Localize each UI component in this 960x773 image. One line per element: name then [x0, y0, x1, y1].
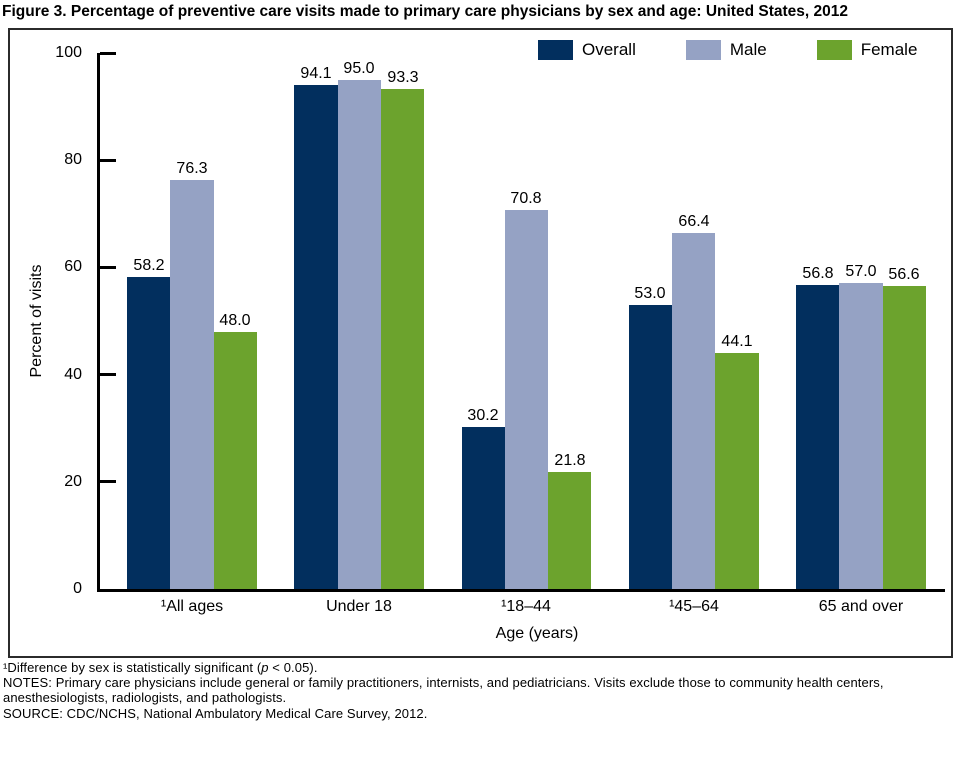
footnote-significance-prefix: ¹Difference by sex is statistically sign… — [3, 660, 262, 675]
footnote-significance: ¹Difference by sex is statistically sign… — [3, 660, 955, 675]
bar-male — [505, 210, 548, 589]
y-tick — [100, 265, 116, 269]
bar-male — [338, 80, 381, 589]
category-label: Under 18 — [326, 598, 392, 615]
bar-female — [214, 332, 257, 589]
bar-value-label: 56.8 — [802, 265, 834, 282]
legend-swatch-female — [816, 40, 852, 60]
bar-value-label: 94.1 — [300, 65, 332, 82]
bar-value-label: 44.1 — [721, 333, 753, 350]
footnote-significance-p: p — [261, 660, 269, 675]
legend-swatch-overall — [538, 40, 573, 60]
legend-item-male: Male — [685, 40, 767, 60]
bar-value-label: 76.3 — [176, 160, 208, 177]
y-tick-label: 100 — [55, 44, 82, 61]
footnote-source: SOURCE: CDC/NCHS, National Ambulatory Me… — [3, 705, 428, 721]
category-label: 65 and over — [818, 598, 904, 615]
y-tick — [100, 158, 116, 162]
category-label: ¹18–44 — [501, 598, 551, 615]
bar-value-label: 95.0 — [343, 60, 375, 77]
legend-item-female: Female — [816, 40, 918, 60]
bar-value-label: 53.0 — [634, 285, 666, 302]
category-label: ¹45–64 — [669, 598, 719, 615]
figure-title: Figure 3. Percentage of preventive care … — [2, 3, 848, 20]
bar-female — [381, 89, 424, 589]
bar-female — [548, 472, 591, 589]
footnotes: ¹Difference by sex is statistically sign… — [3, 660, 955, 721]
bar-value-label: 93.3 — [387, 69, 419, 86]
plot-area: Age (years) 0 20 40 60 80 100 58.2 76.3 48.0 ¹All… — [55, 44, 945, 642]
y-tick-label: 20 — [64, 472, 82, 490]
bar-value-label: 66.4 — [678, 213, 710, 230]
bar-overall — [127, 277, 170, 589]
bar-male — [170, 180, 214, 589]
legend-label: Overall — [582, 40, 636, 59]
chart-frame: Overall Male Female Percent of visits Age … — [8, 28, 953, 658]
bar-overall — [294, 85, 338, 589]
y-tick-label: 40 — [64, 365, 82, 383]
y-tick-label: 60 — [64, 258, 82, 276]
legend-item-overall: Overall — [538, 40, 636, 60]
y-tick-label: 80 — [64, 151, 82, 169]
y-tick — [100, 373, 116, 377]
bar-value-label: 48.0 — [219, 312, 251, 329]
y-axis-title: Percent of visits — [28, 264, 45, 378]
bar-value-label: 58.2 — [133, 257, 165, 274]
y-tick — [100, 51, 116, 55]
bar-overall — [796, 285, 839, 589]
bar-female — [715, 353, 759, 589]
x-axis-title: Age (years) — [495, 625, 579, 642]
y-tick-label: 0 — [73, 580, 82, 597]
bar-value-label: 30.2 — [467, 407, 499, 424]
bar-value-label: 21.8 — [554, 452, 586, 469]
footnote-notes: NOTES: Primary care physicians include g… — [3, 675, 884, 706]
legend-swatch-male — [685, 40, 721, 60]
legend-label: Female — [860, 40, 918, 59]
bar-value-label: 57.0 — [845, 263, 877, 280]
bar-value-label: 70.8 — [510, 190, 542, 207]
bar-female — [883, 286, 926, 589]
footnote-significance-suffix: < 0.05). — [268, 660, 318, 675]
category-label: ¹All ages — [160, 598, 224, 615]
bar-male — [839, 283, 883, 589]
bar-value-label: 56.6 — [888, 266, 920, 283]
bar-male — [672, 233, 715, 589]
bar-overall — [462, 427, 505, 589]
bar-overall — [629, 305, 672, 589]
y-tick — [100, 480, 116, 484]
legend: Overall Male Female — [538, 40, 917, 60]
legend-label: Male — [729, 40, 767, 59]
